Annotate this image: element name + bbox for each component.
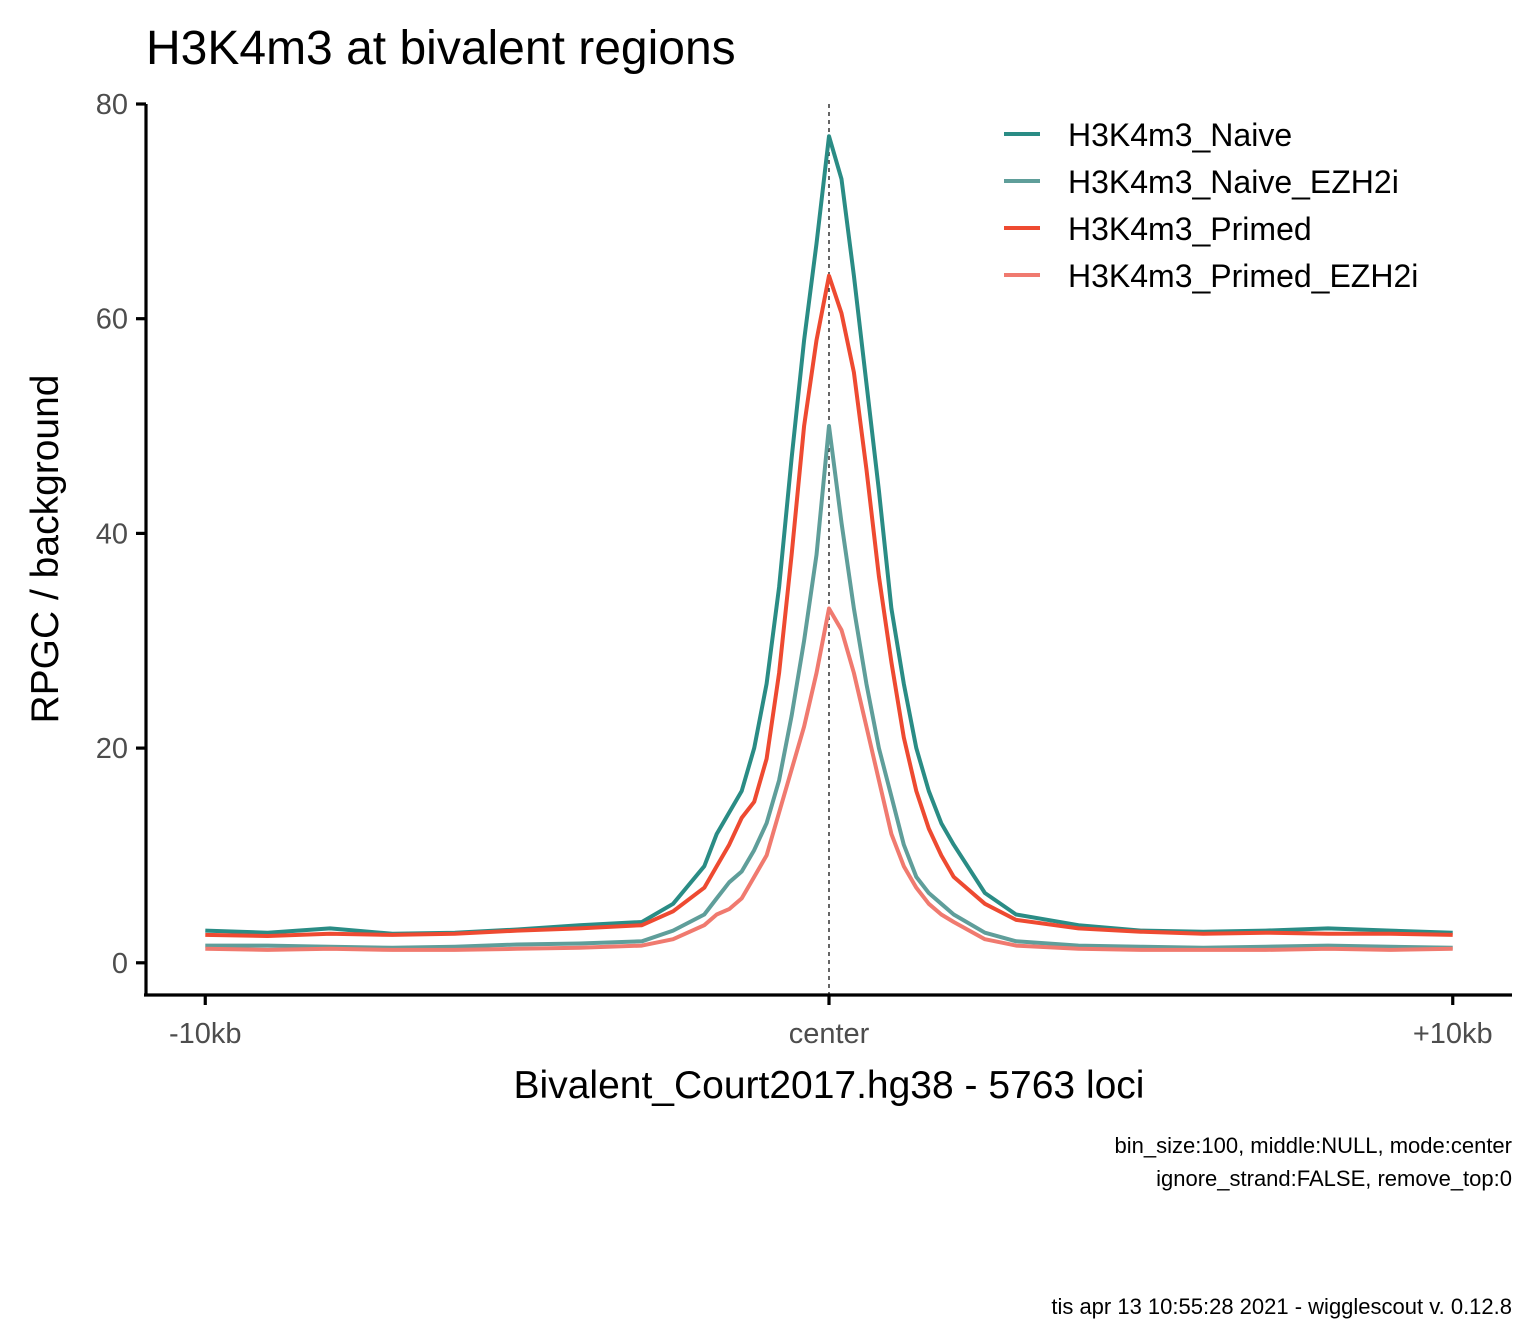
legend-label-h3k4m3-naive: H3K4m3_Naive	[1068, 117, 1292, 153]
y-ticks: 0 20 40 60 80	[96, 89, 146, 980]
y-tick-label-0: 0	[112, 948, 128, 980]
y-axis-title: RPGC / background	[24, 374, 67, 723]
series-line-h3k4m3-naive-ezh2i	[205, 424, 1453, 950]
y-tick-label-20: 20	[96, 733, 128, 765]
caption-line-2: ignore_strand:FALSE, remove_top:0	[1156, 1166, 1512, 1191]
x-tick-label-1: center	[789, 1018, 870, 1050]
y-tick-label-60: 60	[96, 304, 128, 336]
x-ticks: -10kb center +10kb	[169, 995, 1493, 1050]
legend: H3K4m3_Naive H3K4m3_Naive_EZH2i H3K4m3_Pri…	[1004, 117, 1418, 294]
series-line-h3k4m3-primed-ezh2i	[205, 606, 1453, 952]
series-line-h3k4m3-primed	[205, 273, 1453, 938]
caption-line-1: bin_size:100, middle:NULL, mode:center	[1115, 1133, 1512, 1158]
legend-label-h3k4m3-naive-ezh2i: H3K4m3_Naive_EZH2i	[1068, 164, 1399, 200]
chart-title: H3K4m3 at bivalent regions	[146, 22, 736, 75]
footer-text: tis apr 13 10:55:28 2021 - wigglescout v…	[1051, 1294, 1512, 1319]
x-tick-label-2: +10kb	[1413, 1018, 1493, 1050]
series-lines	[205, 134, 1453, 952]
x-axis-title: Bivalent_Court2017.hg38 - 5763 loci	[514, 1064, 1145, 1107]
x-tick-label-0: -10kb	[169, 1018, 242, 1050]
y-tick-label-40: 40	[96, 518, 128, 550]
y-tick-label-80: 80	[96, 89, 128, 121]
legend-label-h3k4m3-primed-ezh2i: H3K4m3_Primed_EZH2i	[1068, 258, 1418, 294]
series-line-h3k4m3-naive	[205, 134, 1453, 936]
legend-label-h3k4m3-primed: H3K4m3_Primed	[1068, 211, 1312, 247]
